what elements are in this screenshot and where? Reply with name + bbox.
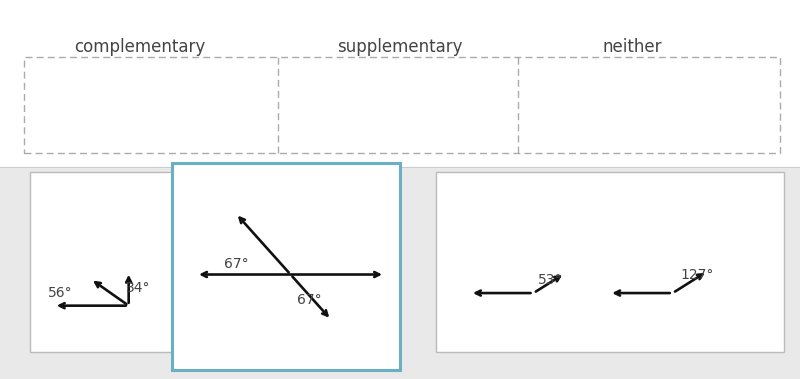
Bar: [172, 163, 400, 370]
Text: complementary: complementary: [74, 38, 206, 56]
Bar: [30, 172, 186, 352]
Text: 127°: 127°: [681, 268, 714, 282]
Text: neither: neither: [602, 38, 662, 56]
Text: supplementary: supplementary: [338, 38, 462, 56]
Bar: [0, 167, 800, 379]
Text: 53°: 53°: [538, 273, 562, 287]
Text: 34°: 34°: [126, 281, 150, 295]
Text: 67°: 67°: [224, 257, 249, 271]
Text: 67°: 67°: [297, 293, 322, 307]
Bar: [24, 57, 780, 153]
Text: 56°: 56°: [48, 286, 73, 300]
Bar: [0, 0, 800, 167]
Bar: [436, 172, 784, 352]
